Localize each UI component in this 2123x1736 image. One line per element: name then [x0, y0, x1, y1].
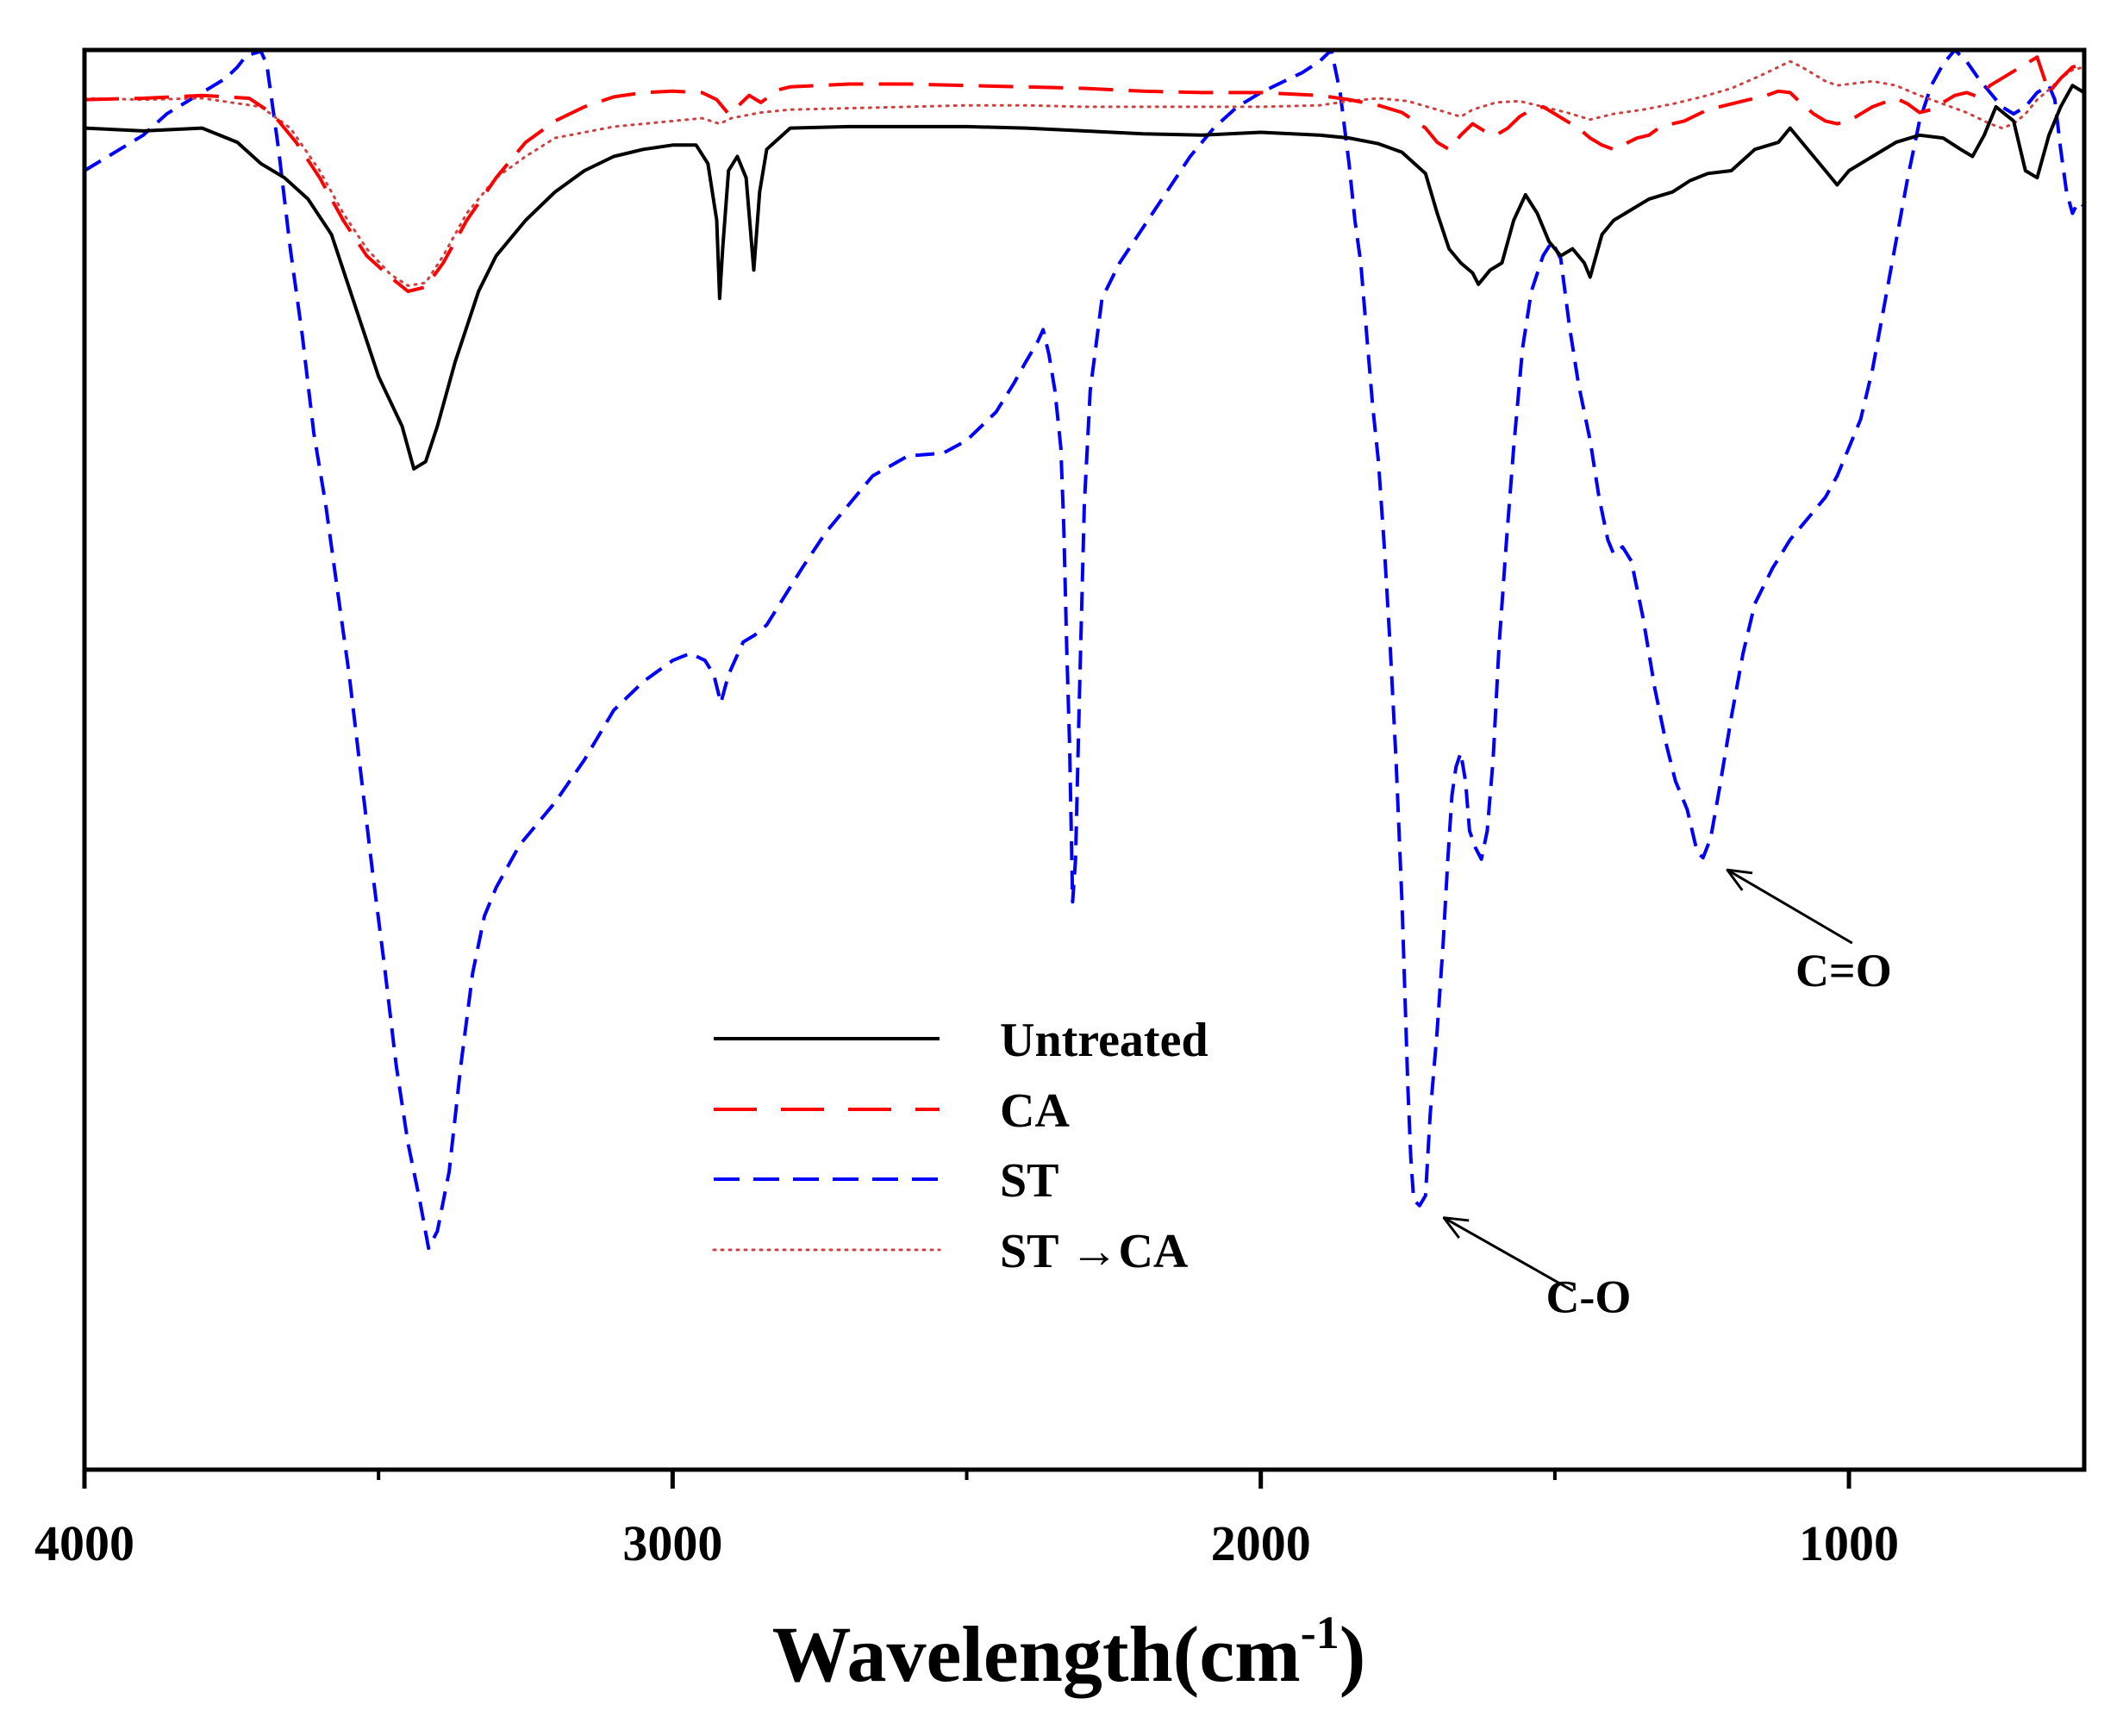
series-line-untreated [84, 84, 2086, 471]
x-axis-title-close: ) [1339, 1610, 1366, 1698]
series-layer [83, 48, 2086, 1251]
x-tick-label: 2000 [1211, 1515, 1311, 1571]
series-line-st-ca [83, 59, 2086, 287]
x-axis-ticks: 4000 3000 2000 1000 [34, 1470, 1899, 1571]
legend-label: ST →CA [1000, 1225, 1189, 1278]
x-axis-title-main: Wavelength(cm [772, 1610, 1301, 1698]
annotation-arrow [1727, 870, 1853, 945]
x-tick-label: 4000 [34, 1515, 134, 1571]
plot-frame [82, 47, 2087, 1472]
series-line-ca [84, 55, 2085, 293]
series-line-st [83, 48, 2086, 1251]
annotation-label: C-O [1545, 1271, 1631, 1323]
annotation-label: C=O [1795, 945, 1892, 996]
legend-label: CA [1000, 1084, 1070, 1138]
plot-border [82, 47, 2087, 1472]
x-axis-title: Wavelength(cm-1) [772, 1607, 1366, 1698]
legend-label: ST [1000, 1154, 1059, 1208]
legend-label: Untreated [1000, 1014, 1208, 1067]
x-axis-title-superscript: -1 [1301, 1607, 1339, 1658]
x-tick-label: 1000 [1799, 1515, 1899, 1571]
annotation-arrow [1444, 1218, 1574, 1292]
x-tick-label: 3000 [622, 1515, 722, 1571]
annotations: C-O C=O [1444, 870, 1892, 1323]
legend: Untreated CA ST ST →CA [712, 1014, 1208, 1278]
